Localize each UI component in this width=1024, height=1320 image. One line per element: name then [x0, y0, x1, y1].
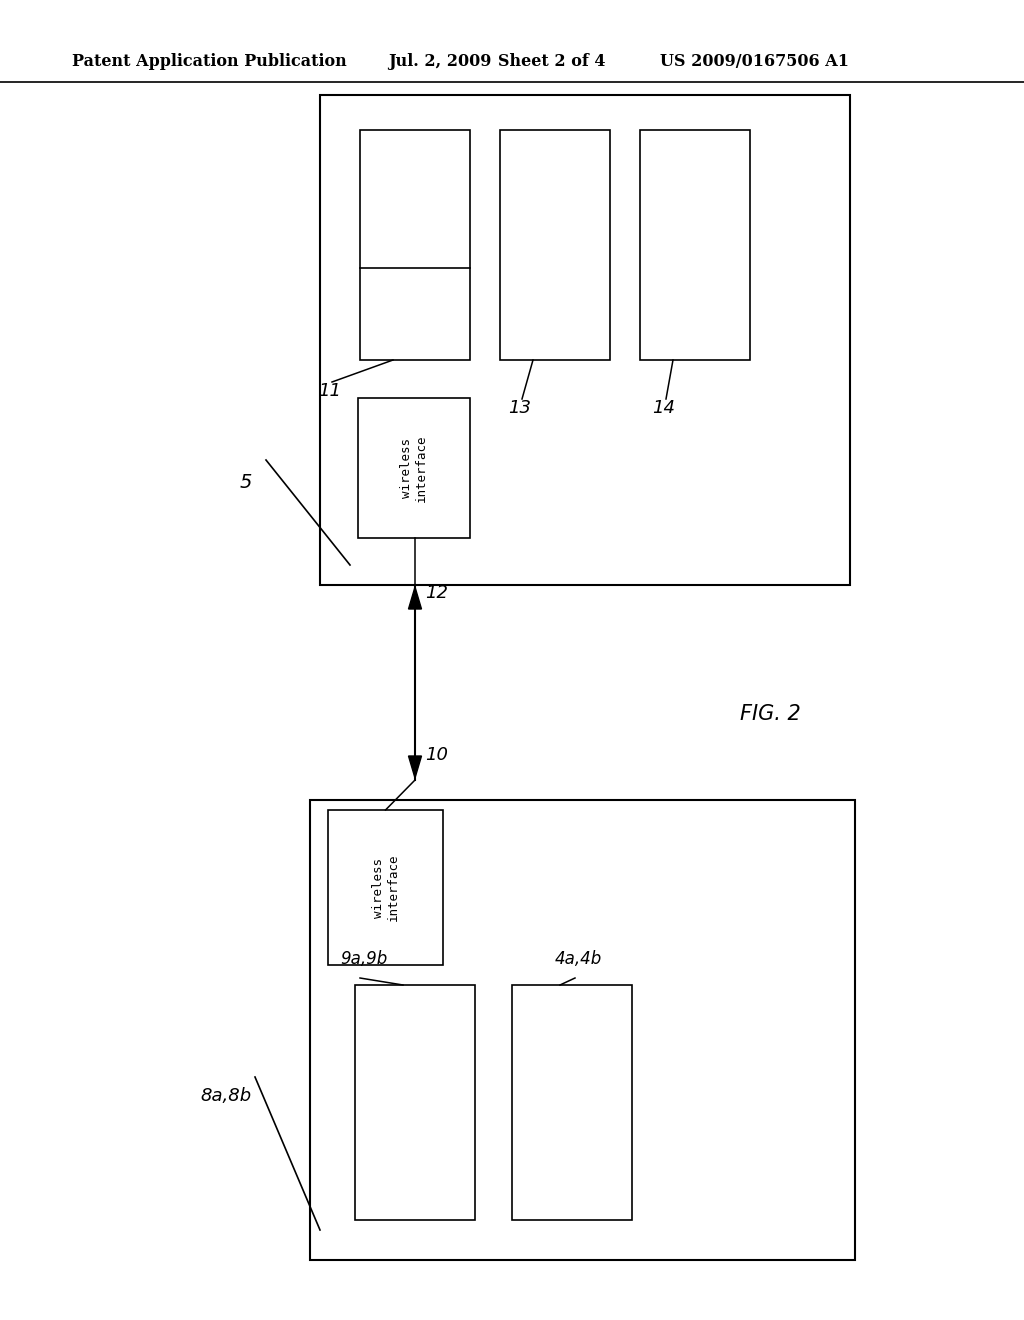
Text: Patent Application Publication: Patent Application Publication [72, 54, 347, 70]
Text: 12: 12 [425, 583, 449, 602]
Text: 4a,4b: 4a,4b [555, 950, 602, 968]
Bar [328, 810, 443, 965]
Bar [319, 95, 850, 585]
Polygon shape [409, 756, 422, 777]
Text: wireless
interface: wireless interface [372, 854, 399, 921]
Text: 13: 13 [508, 399, 531, 417]
Text: 9a,9b: 9a,9b [340, 950, 387, 968]
Text: Jul. 2, 2009: Jul. 2, 2009 [388, 54, 492, 70]
Polygon shape [409, 587, 422, 609]
Text: 11: 11 [318, 381, 341, 400]
Text: FIG. 2: FIG. 2 [740, 704, 801, 723]
Bar [512, 985, 632, 1220]
Text: 14: 14 [652, 399, 675, 417]
Text: US 2009/0167506 A1: US 2009/0167506 A1 [660, 54, 849, 70]
Text: 10: 10 [425, 746, 449, 764]
Bar [640, 129, 750, 360]
Text: 5: 5 [240, 474, 252, 492]
Text: Sheet 2 of 4: Sheet 2 of 4 [498, 54, 605, 70]
Bar [310, 800, 855, 1261]
Bar [500, 129, 610, 360]
Bar [360, 129, 470, 360]
Text: wireless
interface: wireless interface [400, 434, 428, 502]
Bar [358, 399, 470, 539]
Text: 8a,8b: 8a,8b [200, 1086, 251, 1105]
Bar [355, 985, 475, 1220]
